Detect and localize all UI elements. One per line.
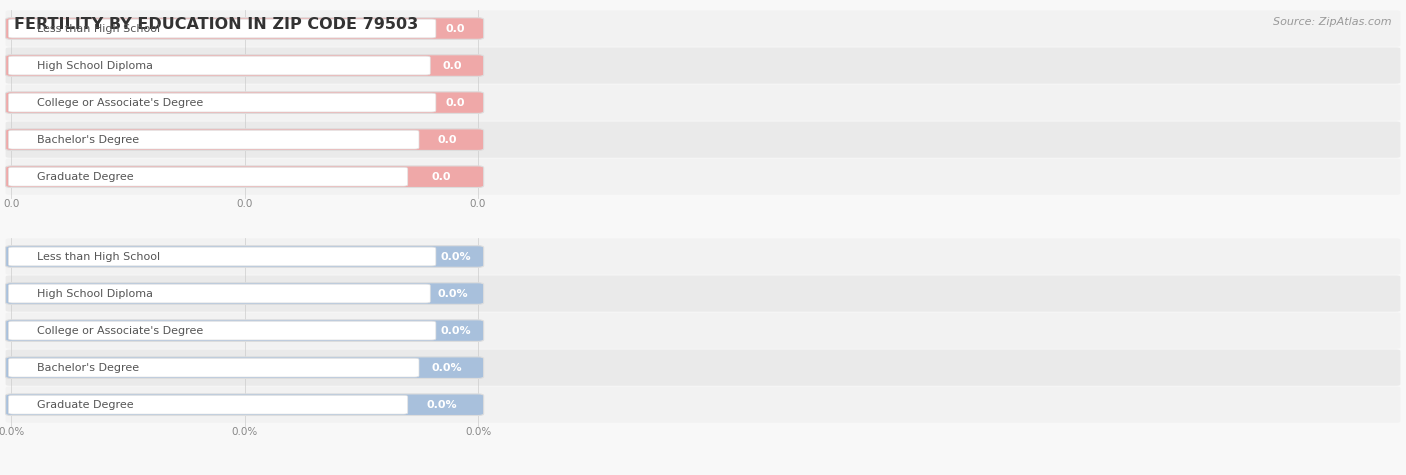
Text: Source: ZipAtlas.com: Source: ZipAtlas.com [1274, 17, 1392, 27]
FancyBboxPatch shape [8, 19, 436, 38]
Text: 0.0: 0.0 [446, 97, 465, 108]
FancyBboxPatch shape [6, 283, 484, 304]
FancyBboxPatch shape [6, 166, 484, 188]
FancyBboxPatch shape [8, 358, 419, 377]
FancyBboxPatch shape [6, 387, 1400, 423]
FancyBboxPatch shape [6, 350, 1400, 386]
Text: Bachelor's Degree: Bachelor's Degree [37, 134, 139, 145]
FancyBboxPatch shape [8, 395, 408, 414]
Text: 0.0%: 0.0% [437, 288, 468, 299]
Text: College or Associate's Degree: College or Associate's Degree [37, 325, 202, 336]
Text: 0.0%: 0.0% [440, 325, 471, 336]
FancyBboxPatch shape [6, 92, 484, 114]
Text: College or Associate's Degree: College or Associate's Degree [37, 97, 202, 108]
Text: Less than High School: Less than High School [37, 23, 160, 34]
Text: Less than High School: Less than High School [37, 251, 160, 262]
Text: 0.0: 0.0 [446, 23, 465, 34]
Text: High School Diploma: High School Diploma [37, 60, 153, 71]
FancyBboxPatch shape [6, 55, 484, 76]
Text: Bachelor's Degree: Bachelor's Degree [37, 362, 139, 373]
FancyBboxPatch shape [8, 56, 430, 75]
FancyBboxPatch shape [6, 159, 1400, 195]
Text: High School Diploma: High School Diploma [37, 288, 153, 299]
Text: 0.0: 0.0 [443, 60, 463, 71]
Text: 0.0: 0.0 [470, 199, 486, 209]
FancyBboxPatch shape [6, 320, 484, 342]
FancyBboxPatch shape [6, 276, 1400, 312]
FancyBboxPatch shape [6, 313, 1400, 349]
FancyBboxPatch shape [8, 130, 419, 149]
Text: 0.0: 0.0 [432, 171, 451, 182]
FancyBboxPatch shape [8, 284, 430, 303]
FancyBboxPatch shape [6, 10, 1400, 47]
FancyBboxPatch shape [6, 357, 484, 379]
FancyBboxPatch shape [8, 321, 436, 340]
FancyBboxPatch shape [8, 247, 436, 266]
Text: FERTILITY BY EDUCATION IN ZIP CODE 79503: FERTILITY BY EDUCATION IN ZIP CODE 79503 [14, 17, 419, 32]
FancyBboxPatch shape [6, 122, 1400, 158]
Text: 0.0%: 0.0% [432, 362, 463, 373]
Text: 0.0: 0.0 [236, 199, 253, 209]
FancyBboxPatch shape [8, 93, 436, 112]
FancyBboxPatch shape [6, 246, 484, 267]
FancyBboxPatch shape [8, 167, 408, 186]
Text: 0.0%: 0.0% [426, 399, 457, 410]
FancyBboxPatch shape [6, 85, 1400, 121]
Text: 0.0: 0.0 [437, 134, 457, 145]
FancyBboxPatch shape [6, 18, 484, 39]
Text: Graduate Degree: Graduate Degree [37, 171, 134, 182]
Text: 0.0%: 0.0% [0, 427, 24, 437]
FancyBboxPatch shape [6, 238, 1400, 275]
Text: 0.0%: 0.0% [440, 251, 471, 262]
Text: 0.0: 0.0 [3, 199, 20, 209]
FancyBboxPatch shape [6, 48, 1400, 84]
Text: 0.0%: 0.0% [465, 427, 491, 437]
FancyBboxPatch shape [6, 129, 484, 151]
Text: Graduate Degree: Graduate Degree [37, 399, 134, 410]
Text: 0.0%: 0.0% [232, 427, 257, 437]
FancyBboxPatch shape [6, 394, 484, 416]
